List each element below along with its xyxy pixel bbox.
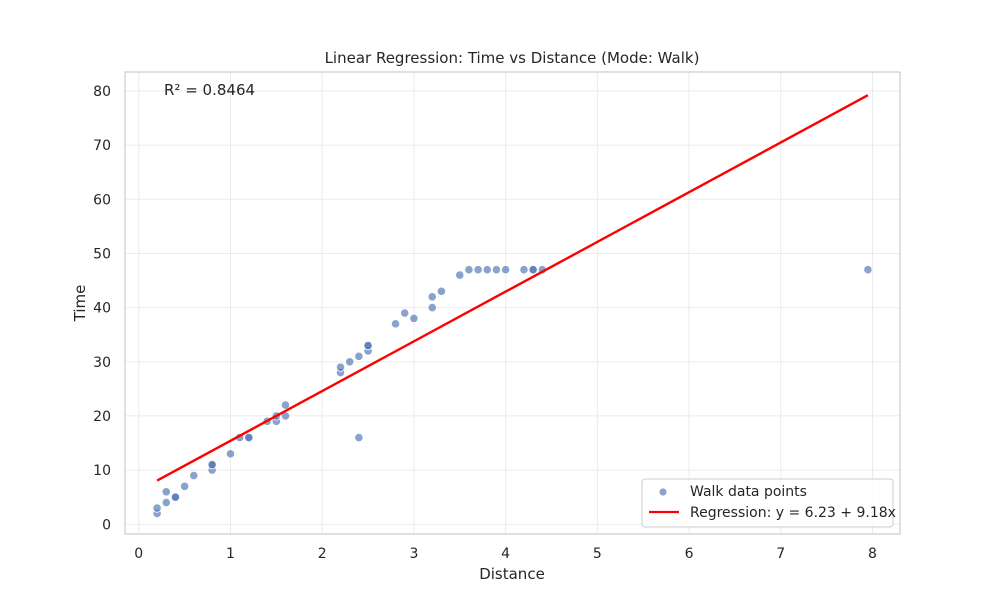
data-point: [863, 265, 873, 275]
x-tick-label: 5: [593, 546, 602, 562]
x-axis-label: Distance: [479, 565, 545, 583]
legend: Walk data points Regression: y = 6.23 + …: [641, 478, 896, 528]
chart-title: Linear Regression: Time vs Distance (Mod…: [325, 49, 700, 67]
data-point: [501, 265, 511, 275]
data-point: [170, 492, 181, 502]
r-squared-annotation: R² = 0.8464: [164, 81, 255, 99]
y-tick-label: 10: [93, 463, 111, 479]
x-tick-label: 7: [776, 546, 785, 562]
data-point: [354, 432, 364, 443]
data-point: [335, 362, 346, 372]
data-point: [409, 313, 419, 324]
data-point: [464, 265, 474, 275]
data-point: [189, 470, 199, 481]
y-tick-label: 60: [93, 192, 111, 208]
y-tick-label: 80: [93, 84, 111, 100]
x-tick-label: 0: [134, 546, 143, 562]
regression-line-group: [156, 94, 869, 482]
data-point: [354, 351, 364, 361]
data-point: [482, 265, 492, 275]
y-axis-label: Time: [71, 285, 89, 323]
data-point: [400, 308, 410, 318]
legend-box: [641, 478, 894, 528]
y-tick-label: 0: [102, 517, 111, 533]
legend-marker-walk: [658, 487, 668, 497]
data-point: [244, 432, 254, 443]
data-point: [363, 340, 373, 351]
x-tick-label: 1: [226, 546, 235, 562]
y-tick-label: 40: [93, 301, 111, 317]
data-point: [473, 265, 483, 275]
y-tick-label: 50: [93, 246, 111, 262]
data-point: [207, 460, 217, 470]
regression-line: [156, 94, 869, 482]
data-point: [528, 265, 538, 275]
x-tick-labels: 0 1 2 3 4 5 6 7 8: [134, 546, 877, 562]
data-point: [152, 503, 162, 513]
data-point: [390, 319, 401, 329]
y-tick-label: 70: [93, 138, 111, 154]
legend-label-regression: Regression: y = 6.23 + 9.18x: [690, 505, 896, 521]
data-point: [427, 303, 437, 313]
data-point: [280, 400, 291, 410]
x-tick-label: 2: [318, 546, 327, 562]
data-points: [152, 265, 873, 519]
x-tick-label: 4: [501, 546, 510, 562]
gridlines: [125, 72, 900, 534]
x-tick-label: 3: [409, 546, 418, 562]
data-point: [436, 286, 447, 296]
y-tick-labels: 0 10 20 30 40 50 60 70 80: [93, 84, 111, 533]
data-point: [161, 487, 171, 497]
data-point: [491, 265, 502, 275]
data-point: [225, 449, 236, 459]
data-point: [161, 497, 171, 508]
data-point: [180, 481, 190, 491]
data-point: [345, 357, 355, 367]
y-tick-label: 20: [93, 409, 111, 425]
x-tick-label: 8: [868, 546, 877, 562]
y-tick-label: 30: [93, 355, 111, 371]
data-point: [519, 265, 529, 275]
plot-frame: [124, 71, 901, 535]
data-point: [427, 292, 437, 302]
x-tick-label: 6: [685, 546, 694, 562]
data-point: [455, 270, 465, 280]
legend-label-walk: Walk data points: [690, 484, 807, 500]
